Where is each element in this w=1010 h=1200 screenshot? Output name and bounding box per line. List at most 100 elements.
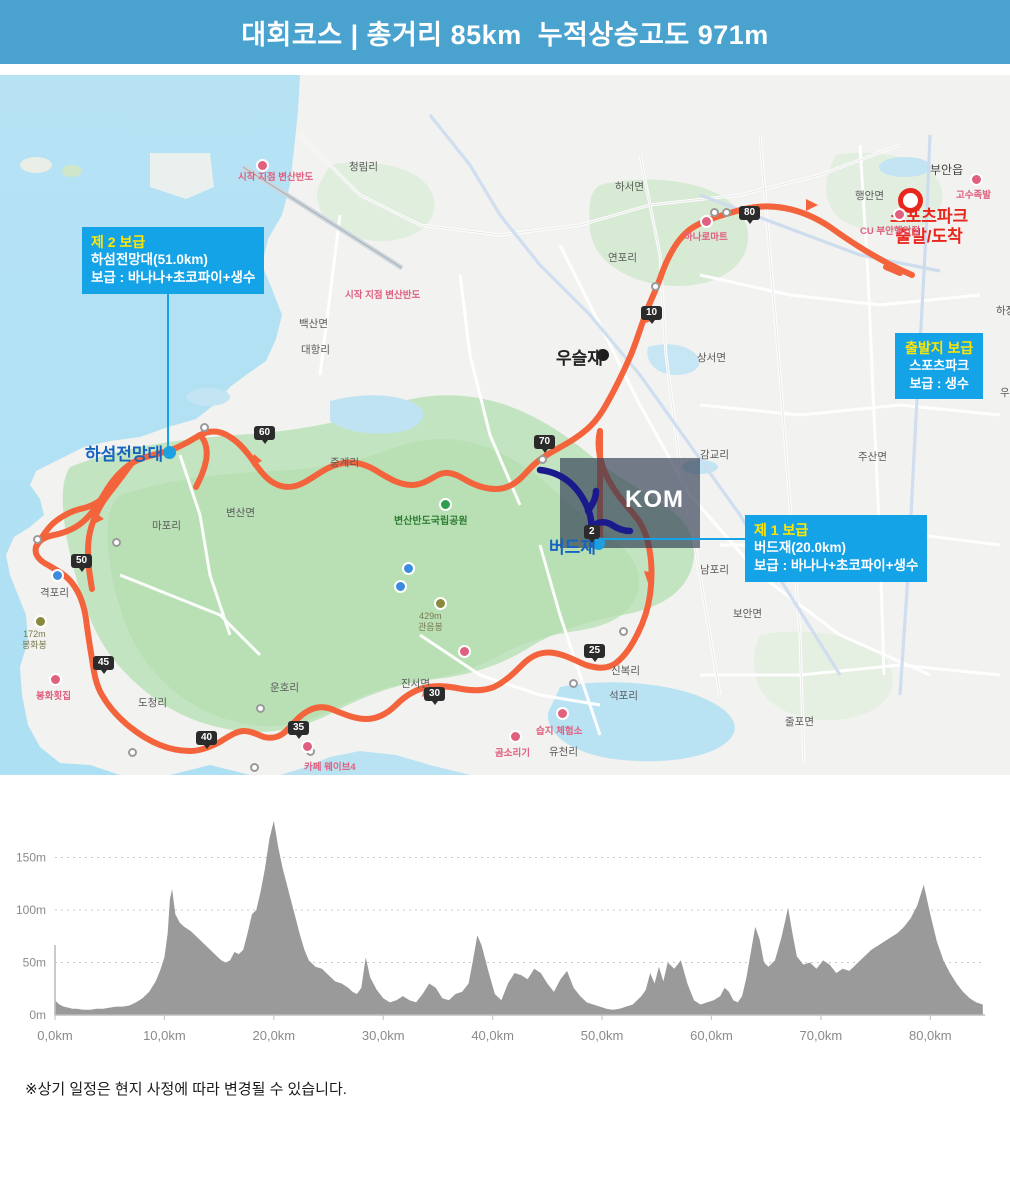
place-label-jinseo: 진서면 [401,678,430,690]
km-marker-10: 10 [641,306,663,324]
place-label-sangseo: 상서면 [697,352,726,364]
waypoint-marker [569,679,578,688]
km-marker-40: 40 [196,731,218,749]
callout-2-title: 제 2 보급 [91,234,146,250]
place-label-cheonglim: 청림리 [349,161,378,173]
place-label-byeonsan: 변산면 [226,507,255,519]
waypoint-marker [200,423,209,432]
poi-label-wetland: 습지 체험소 [536,726,583,737]
course-map[interactable]: KOM 제 2 보급 하섬전망대(51.0km) 보급 : 바나나+초코파이+생… [0,75,1010,775]
peak-icon-bonghwabong [34,615,47,628]
km-marker-50: 50 [71,554,93,572]
callout-aid-station-1[interactable]: 제 1 보급 버드재(20.0km) 보급 : 바나나+초코파이+생수 [745,515,928,583]
place-label-baeksan: 백산면 [299,318,328,330]
place-label-boan: 보안면 [733,608,762,620]
place-label-haengan: 행안면 [855,190,884,202]
elevation-area-path [55,820,983,1015]
place-label-jusan: 주산면 [858,451,887,463]
marker-haseom-viewpoint[interactable] [163,446,176,459]
poi-label-mart: 하나로마트 [684,232,728,243]
poi-pin-blue-icon [394,580,407,593]
peak-label-gwaneumbong: 429m 관음봉 [418,611,443,634]
callout-1-supply: 보급 : 바나나+초코파이+생수 [754,558,919,574]
map-canvas [0,75,1010,775]
poi-label-cu-buan: CU 부안행안점 [860,226,921,237]
callout-aid-station-2[interactable]: 제 2 보급 하섬전망대(51.0km) 보급 : 바나나+초코파이+생수 [82,227,265,295]
poi-pin-start-point-icon [256,159,269,172]
peak-elev-1: 429m [419,611,442,621]
elevation-chart-svg: 0m 50m 100m 150m 0,0km 10,0km 20,0km 30,0km 40,… [16,820,985,1043]
km-marker-45: 45 [93,656,115,674]
place-label-docheong: 도청리 [138,697,167,709]
poi-pin-blue-icon [51,569,64,582]
place-label-junggye: 중계리 [330,457,359,469]
place-label-daehangri: 대항리 [301,344,330,356]
km-marker-60: 60 [254,426,276,444]
poi-label-hoetjip: 봉화횟집 [36,691,71,702]
peak-icon-gwaneumbong [434,597,447,610]
label-useuljae: 우슬재 [556,349,603,368]
x-tick-label: 30,0km [362,1028,405,1043]
poi-pin-wetland-icon [556,707,569,720]
poi-pin-cu-icon [893,208,906,221]
poi-pin-mart-icon [700,215,713,228]
callout-2-supply: 보급 : 바나나+초코파이+생수 [91,270,256,286]
waypoint-marker [250,763,259,772]
poi-pin-gomso-icon [509,730,522,743]
callout-2-leader-lower [167,385,169,457]
place-label-gamgyo: 감교리 [700,449,729,461]
km-marker-35: 35 [288,721,310,739]
y-tick-label: 50m [23,956,46,970]
waypoint-marker [651,282,660,291]
elevation-profile-chart: 0m 50m 100m 150m 0,0km 10,0km 20,0km 30,0km 40,… [0,775,1010,1060]
callout-start-title: 출발지 보급 [905,340,974,356]
km-marker-2: 2 [584,525,600,543]
waypoint-marker [128,748,137,757]
marker-beodeujae[interactable] [592,537,605,550]
poi-pin-restaurant-icon [458,645,471,658]
poi-pin-cafe-icon [301,740,314,753]
waypoint-marker [33,535,42,544]
kom-label: KOM [625,486,684,513]
start-line-1: 스포츠파크 [890,207,969,226]
x-tick-label: 80,0km [909,1028,952,1043]
start-finish-marker[interactable] [898,188,923,213]
x-tick-label: 70,0km [800,1028,843,1043]
place-label-haseo: 하서면 [615,181,644,193]
poi-label-gosu: 고수족발 [956,190,991,201]
place-label-gyeokpo: 격포리 [40,587,69,599]
poi-label-cafe: 카페 웨이브4 [304,762,356,773]
y-tick-label: 100m [16,903,46,917]
waypoint-marker [538,455,547,464]
marker-useuljae[interactable] [597,349,609,361]
callout-1-place: 버드재(20.0km) [754,540,847,556]
callout-start-supply[interactable]: 출발지 보급 스포츠파크 보급 : 생수 [895,333,984,399]
label-haseom-viewpoint: 하섬전망대 [85,445,164,464]
km-marker-25: 25 [584,644,606,662]
x-tick-label: 50,0km [581,1028,624,1043]
chart-gridlines [55,857,985,963]
callout-start-supply: 보급 : 생수 [909,375,969,391]
park-icon-byeonsan [439,498,452,511]
x-tick-label: 40,0km [471,1028,514,1043]
poi-label-start-point: 시작 지점 변산반도 [238,172,314,183]
x-tick-label: 10,0km [143,1028,186,1043]
place-label-nampo: 남포리 [700,564,729,576]
place-label-yeonpo: 연포리 [608,252,637,264]
km-marker-70: 70 [534,435,556,453]
x-tick-label: 0,0km [37,1028,72,1043]
place-label-unho: 운호리 [270,682,299,694]
place-label-hajang: 하장리 [996,305,1010,317]
poi-label-start-point-2: 시작 지점 변산반도 [345,290,421,301]
y-tick-label: 0m [29,1008,46,1022]
callout-start-place: 스포츠파크 [909,358,970,374]
peak-name-2: 봉화봉 [22,640,47,651]
callout-2-leader [167,290,169,385]
x-tick-label: 20,0km [253,1028,296,1043]
chart-y-axis-labels: 0m 50m 100m 150m [16,851,46,1023]
poi-label-gomso: 곰소리기 [495,748,530,759]
page-header: 대회코스 | 총거리 85km 누적상승고도 971m [0,0,1010,64]
footnote-text: ※상기 일정은 현지 사정에 따라 변경될 수 있습니다. [25,1081,347,1098]
page-title: 대회코스 | 총거리 85km 누적상승고도 971m [241,19,769,50]
waypoint-marker [256,704,265,713]
